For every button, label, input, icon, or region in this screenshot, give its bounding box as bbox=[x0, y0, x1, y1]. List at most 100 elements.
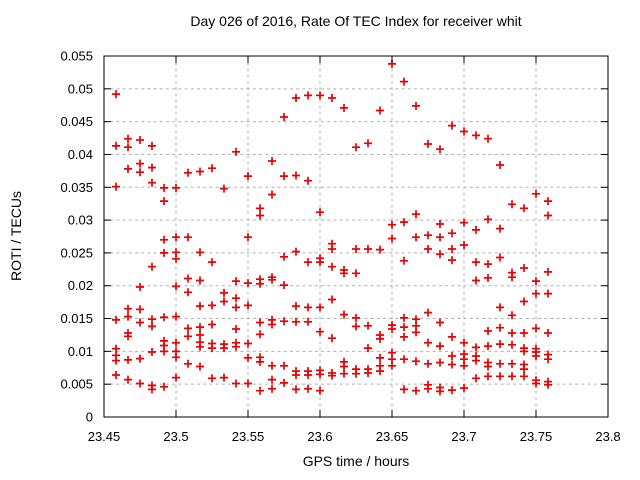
data-point bbox=[508, 273, 516, 282]
data-point bbox=[148, 141, 156, 150]
data-point bbox=[352, 369, 360, 378]
x-tick-label: 23.45 bbox=[88, 429, 121, 444]
data-point bbox=[208, 344, 216, 353]
data-point bbox=[136, 159, 144, 168]
data-point bbox=[448, 245, 456, 253]
data-point bbox=[268, 375, 276, 384]
data-point bbox=[196, 276, 204, 285]
data-point bbox=[436, 233, 444, 242]
data-point bbox=[136, 136, 144, 144]
data-point bbox=[244, 301, 252, 310]
plot-border bbox=[103, 55, 609, 418]
data-point bbox=[340, 362, 348, 371]
data-point bbox=[520, 204, 528, 213]
data-point bbox=[268, 320, 276, 329]
data-point bbox=[328, 371, 336, 380]
data-point bbox=[196, 248, 204, 257]
data-point bbox=[508, 372, 516, 381]
data-point bbox=[340, 369, 348, 378]
data-point bbox=[496, 253, 504, 262]
data-point bbox=[544, 267, 552, 276]
data-point bbox=[136, 168, 144, 177]
data-point bbox=[532, 189, 540, 198]
data-point bbox=[256, 318, 264, 327]
data-point bbox=[460, 241, 468, 249]
data-point bbox=[136, 379, 144, 388]
data-point bbox=[280, 317, 288, 326]
data-point bbox=[436, 318, 444, 327]
data-point bbox=[424, 308, 432, 317]
data-point bbox=[328, 262, 336, 271]
data-point bbox=[364, 344, 372, 353]
y-tick-label: 0.01 bbox=[68, 344, 93, 359]
data-point bbox=[472, 343, 480, 352]
data-point bbox=[244, 339, 252, 348]
data-point bbox=[496, 303, 504, 312]
data-point bbox=[328, 245, 336, 253]
data-point bbox=[424, 231, 432, 240]
data-point bbox=[172, 254, 180, 263]
data-point bbox=[292, 171, 300, 180]
data-point bbox=[292, 385, 300, 394]
data-point bbox=[112, 315, 120, 324]
data-point bbox=[196, 302, 204, 311]
data-point bbox=[520, 329, 528, 337]
data-point bbox=[328, 94, 336, 102]
data-point bbox=[244, 279, 252, 288]
data-point bbox=[304, 384, 312, 393]
data-point bbox=[172, 233, 180, 242]
data-point bbox=[232, 303, 240, 312]
data-point bbox=[544, 355, 552, 364]
data-point bbox=[232, 294, 240, 303]
data-point bbox=[160, 197, 168, 206]
data-point bbox=[112, 141, 120, 150]
data-point bbox=[508, 329, 516, 337]
data-point bbox=[244, 379, 252, 388]
data-point bbox=[496, 323, 504, 332]
data-point bbox=[124, 355, 132, 364]
data-point bbox=[280, 361, 288, 370]
data-point bbox=[400, 323, 408, 332]
data-point bbox=[448, 352, 456, 360]
data-point bbox=[172, 373, 180, 382]
data-point bbox=[208, 258, 216, 267]
data-point bbox=[244, 353, 252, 362]
data-point bbox=[448, 332, 456, 341]
data-point bbox=[424, 338, 432, 347]
data-point bbox=[484, 362, 492, 371]
data-point bbox=[364, 245, 372, 253]
data-point bbox=[220, 297, 228, 306]
y-tick-label: 0.035 bbox=[60, 180, 93, 195]
data-point bbox=[496, 161, 504, 169]
data-point bbox=[256, 279, 264, 288]
y-tick-label: 0.005 bbox=[60, 377, 93, 392]
y-tick-label: 0 bbox=[86, 410, 93, 425]
data-point bbox=[376, 367, 384, 376]
data-point bbox=[412, 386, 420, 395]
data-point bbox=[268, 157, 276, 165]
data-point bbox=[436, 250, 444, 259]
data-point bbox=[376, 106, 384, 115]
y-tick-label: 0.015 bbox=[60, 311, 93, 326]
data-point bbox=[256, 211, 264, 220]
data-point bbox=[532, 289, 540, 298]
data-point bbox=[484, 327, 492, 335]
data-point bbox=[268, 275, 276, 284]
data-point bbox=[352, 245, 360, 253]
x-tick-label: 23.5 bbox=[163, 429, 188, 444]
data-point bbox=[280, 378, 288, 387]
data-point bbox=[436, 145, 444, 154]
data-point bbox=[448, 256, 456, 265]
data-point bbox=[256, 386, 264, 395]
data-point bbox=[532, 352, 540, 360]
data-point bbox=[172, 338, 180, 347]
y-tick-label: 0.055 bbox=[60, 49, 93, 64]
data-point bbox=[280, 252, 288, 261]
data-point bbox=[532, 324, 540, 333]
data-point bbox=[412, 101, 420, 110]
data-point bbox=[244, 172, 252, 181]
data-point bbox=[400, 77, 408, 86]
data-point bbox=[484, 134, 492, 143]
data-point bbox=[544, 380, 552, 389]
y-tick-label: 0.03 bbox=[68, 213, 93, 228]
